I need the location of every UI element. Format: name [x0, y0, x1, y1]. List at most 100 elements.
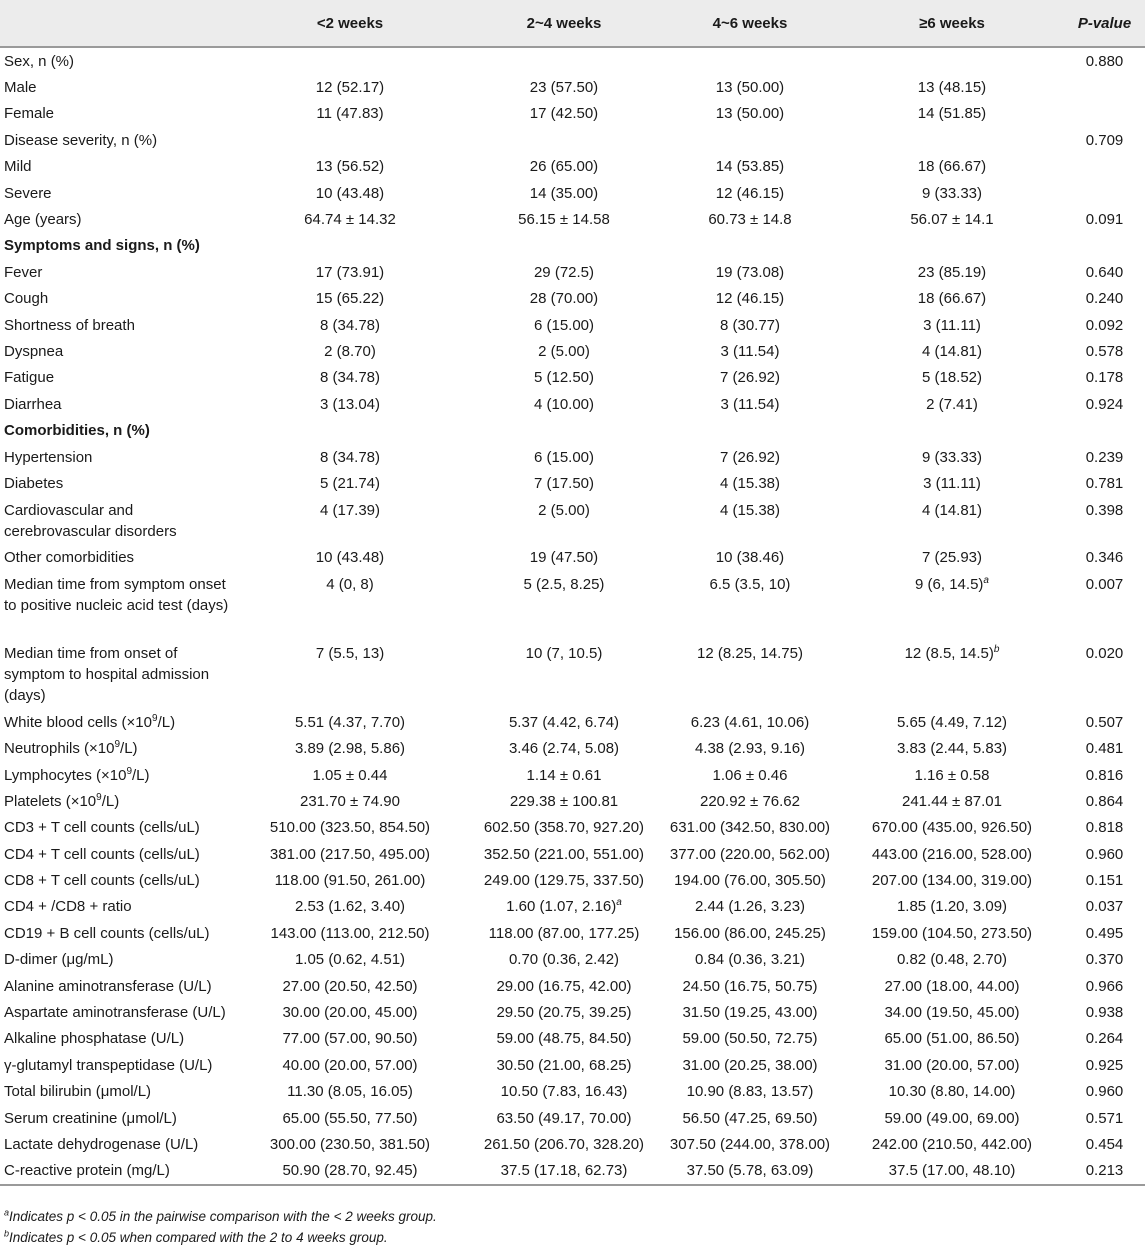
row-label-text: CD3 + T cell counts (cells/uL) — [4, 819, 200, 837]
cell-4to6weeks: 56.50 (47.25, 69.50) — [660, 1105, 840, 1131]
cell-4to6weeks: 31.50 (19.25, 43.00) — [660, 999, 840, 1025]
cell-2to4weeks — [468, 47, 660, 74]
footnote-marker: a — [983, 575, 989, 587]
cell-value: 12 (8.25, 14.75) — [697, 645, 803, 663]
cell-value: 9 (33.33) — [921, 184, 983, 202]
cell-value: 14 (51.85) — [917, 105, 987, 123]
row-label: Median time from onset of symptom to hos… — [0, 640, 232, 709]
unit-exponent: 9 — [126, 765, 132, 777]
row-label-text: Total bilirubin (μmol/L) — [4, 1083, 152, 1101]
cell-lt2weeks — [232, 127, 468, 153]
cell-pvalue: 0.264 — [1064, 1026, 1145, 1052]
cell-value: 19 (73.08) — [715, 263, 785, 281]
cell-lt2weeks: 1.05 ± 0.44 — [232, 762, 468, 788]
cell-ge6weeks: 443.00 (216.00, 528.00) — [840, 841, 1064, 867]
cell-lt2weeks: 8 (34.78) — [232, 444, 468, 470]
cell-value: 10 (7, 10.5) — [525, 645, 603, 663]
cell-value: 30.00 (20.00, 45.00) — [282, 1004, 418, 1022]
cell-value: 18 (66.67) — [917, 290, 987, 308]
cell-2to4weeks: 5 (2.5, 8.25) — [468, 571, 660, 640]
row-label-text: Comorbidities, n (%) — [4, 422, 150, 440]
cell-2to4weeks: 5.37 (4.42, 6.74) — [468, 709, 660, 735]
cell-lt2weeks: 17 (73.91) — [232, 259, 468, 285]
cell-pvalue: 0.346 — [1064, 545, 1145, 571]
cell-ge6weeks: 23 (85.19) — [840, 259, 1064, 285]
cell-ge6weeks: 207.00 (134.00, 319.00) — [840, 867, 1064, 893]
cell-lt2weeks: 30.00 (20.00, 45.00) — [232, 999, 468, 1025]
cell-value: 59.00 (48.75, 84.50) — [496, 1030, 632, 1048]
cell-lt2weeks — [232, 417, 468, 443]
cell-value: 60.73 ± 14.8 — [708, 211, 792, 229]
footnotes: aIndicates p < 0.05 in the pairwise comp… — [4, 1206, 1134, 1248]
pvalue-text: 0.264 — [1085, 1030, 1124, 1048]
row-label: Other comorbidities — [0, 545, 232, 571]
cell-ge6weeks: 4 (14.81) — [840, 338, 1064, 364]
row-label-text: Dyspnea — [4, 342, 64, 360]
cell-value: 17 (73.91) — [315, 263, 385, 281]
footnote-marker: b — [993, 644, 1000, 656]
cell-pvalue: 0.781 — [1064, 470, 1145, 496]
cell-value: 0.70 (0.36, 2.42) — [508, 951, 620, 969]
pvalue-text: 0.781 — [1085, 474, 1124, 492]
cell-value: 12 (46.15) — [715, 184, 785, 202]
cell-value: 220.92 ± 76.62 — [700, 792, 800, 810]
table-row: Comorbidities, n (%) — [0, 417, 1145, 443]
cell-value: 4.38 (2.93, 9.16) — [694, 740, 806, 758]
cell-2to4weeks: 229.38 ± 100.81 — [468, 788, 660, 814]
cell-pvalue: 0.151 — [1064, 867, 1145, 893]
cell-value: 12 (52.17) — [315, 79, 385, 97]
cell-value: 1.05 (0.62, 4.51) — [294, 951, 406, 969]
cell-2to4weeks: 3.46 (2.74, 5.08) — [468, 735, 660, 761]
row-label-text: Disease severity, n (%) — [4, 131, 158, 149]
cell-value: 3.83 (2.44, 5.83) — [896, 740, 1008, 758]
cell-pvalue: 0.880 — [1064, 47, 1145, 74]
row-label: D-dimer (μg/mL) — [0, 947, 232, 973]
cell-value: 10.30 (8.80, 14.00) — [888, 1083, 1016, 1101]
table-row: CD3 + T cell counts (cells/uL) 510.00 (32… — [0, 815, 1145, 841]
pvalue-text: 0.398 — [1085, 501, 1124, 519]
table-row: White blood cells (×109/L) 5.51 (4.37, 7.… — [0, 709, 1145, 735]
cell-ge6weeks: 5.65 (4.49, 7.12) — [840, 709, 1064, 735]
cell-value: 28 (70.00) — [529, 290, 599, 308]
table-row: Mild 13 (56.52) 26 (65.00) 14 (53.85) 18 (66… — [0, 154, 1145, 180]
row-label-text: Diabetes — [4, 474, 64, 492]
cell-pvalue — [1064, 233, 1145, 259]
row-label: Symptoms and signs, n (%) — [0, 233, 232, 259]
row-label-text: Alanine aminotransferase (U/L) — [4, 977, 212, 995]
table-row: Symptoms and signs, n (%) — [0, 233, 1145, 259]
row-label: Comorbidities, n (%) — [0, 417, 232, 443]
row-label-text: Fever — [4, 263, 43, 281]
cell-value: 242.00 (210.50, 442.00) — [871, 1135, 1033, 1153]
table-row: Alkaline phosphatase (U/L) 77.00 (57.00, … — [0, 1026, 1145, 1052]
cell-pvalue: 0.240 — [1064, 286, 1145, 312]
header-2to4weeks: 2~4 weeks — [468, 0, 660, 48]
cell-value: 229.38 ± 100.81 — [509, 792, 619, 810]
cell-value: 5 (21.74) — [319, 474, 381, 492]
pvalue-text: 0.640 — [1085, 263, 1124, 281]
cell-4to6weeks: 156.00 (86.00, 245.25) — [660, 920, 840, 946]
cell-value: 9 (6, 14.5) — [915, 576, 984, 594]
row-label-text: Median time from onset of symptom to hos… — [4, 645, 210, 705]
cell-value: 63.50 (49.17, 70.00) — [496, 1109, 632, 1127]
cell-lt2weeks: 118.00 (91.50, 261.00) — [232, 867, 468, 893]
cell-value: 56.07 ± 14.1 — [910, 211, 994, 229]
cell-pvalue: 0.938 — [1064, 999, 1145, 1025]
cell-4to6weeks — [660, 233, 840, 259]
row-label: Alkaline phosphatase (U/L) — [0, 1026, 232, 1052]
cell-ge6weeks: 59.00 (49.00, 69.00) — [840, 1105, 1064, 1131]
row-label-text: Neutrophils (×10 — [4, 740, 115, 758]
table-row: Aspartate aminotransferase (U/L) 30.00 (2… — [0, 999, 1145, 1025]
cell-value: 156.00 (86.00, 245.25) — [674, 924, 826, 942]
table-row: Alanine aminotransferase (U/L) 27.00 (20.… — [0, 973, 1145, 999]
cell-value: 4 (14.81) — [921, 342, 983, 360]
cell-value: 231.70 ± 74.90 — [300, 792, 400, 810]
cell-value: 8 (34.78) — [319, 316, 381, 334]
footnote-a: aIndicates p < 0.05 in the pairwise comp… — [4, 1206, 1134, 1227]
cell-4to6weeks — [660, 127, 840, 153]
cell-value: 2.53 (1.62, 3.40) — [294, 898, 406, 916]
cell-pvalue: 0.960 — [1064, 841, 1145, 867]
table-row: Hypertension 8 (34.78) 6 (15.00) 7 (26.92) 9… — [0, 444, 1145, 470]
cell-value: 50.90 (28.70, 92.45) — [282, 1162, 418, 1180]
cell-4to6weeks: 6.5 (3.5, 10) — [660, 571, 840, 640]
cell-value: 26 (65.00) — [529, 158, 599, 176]
